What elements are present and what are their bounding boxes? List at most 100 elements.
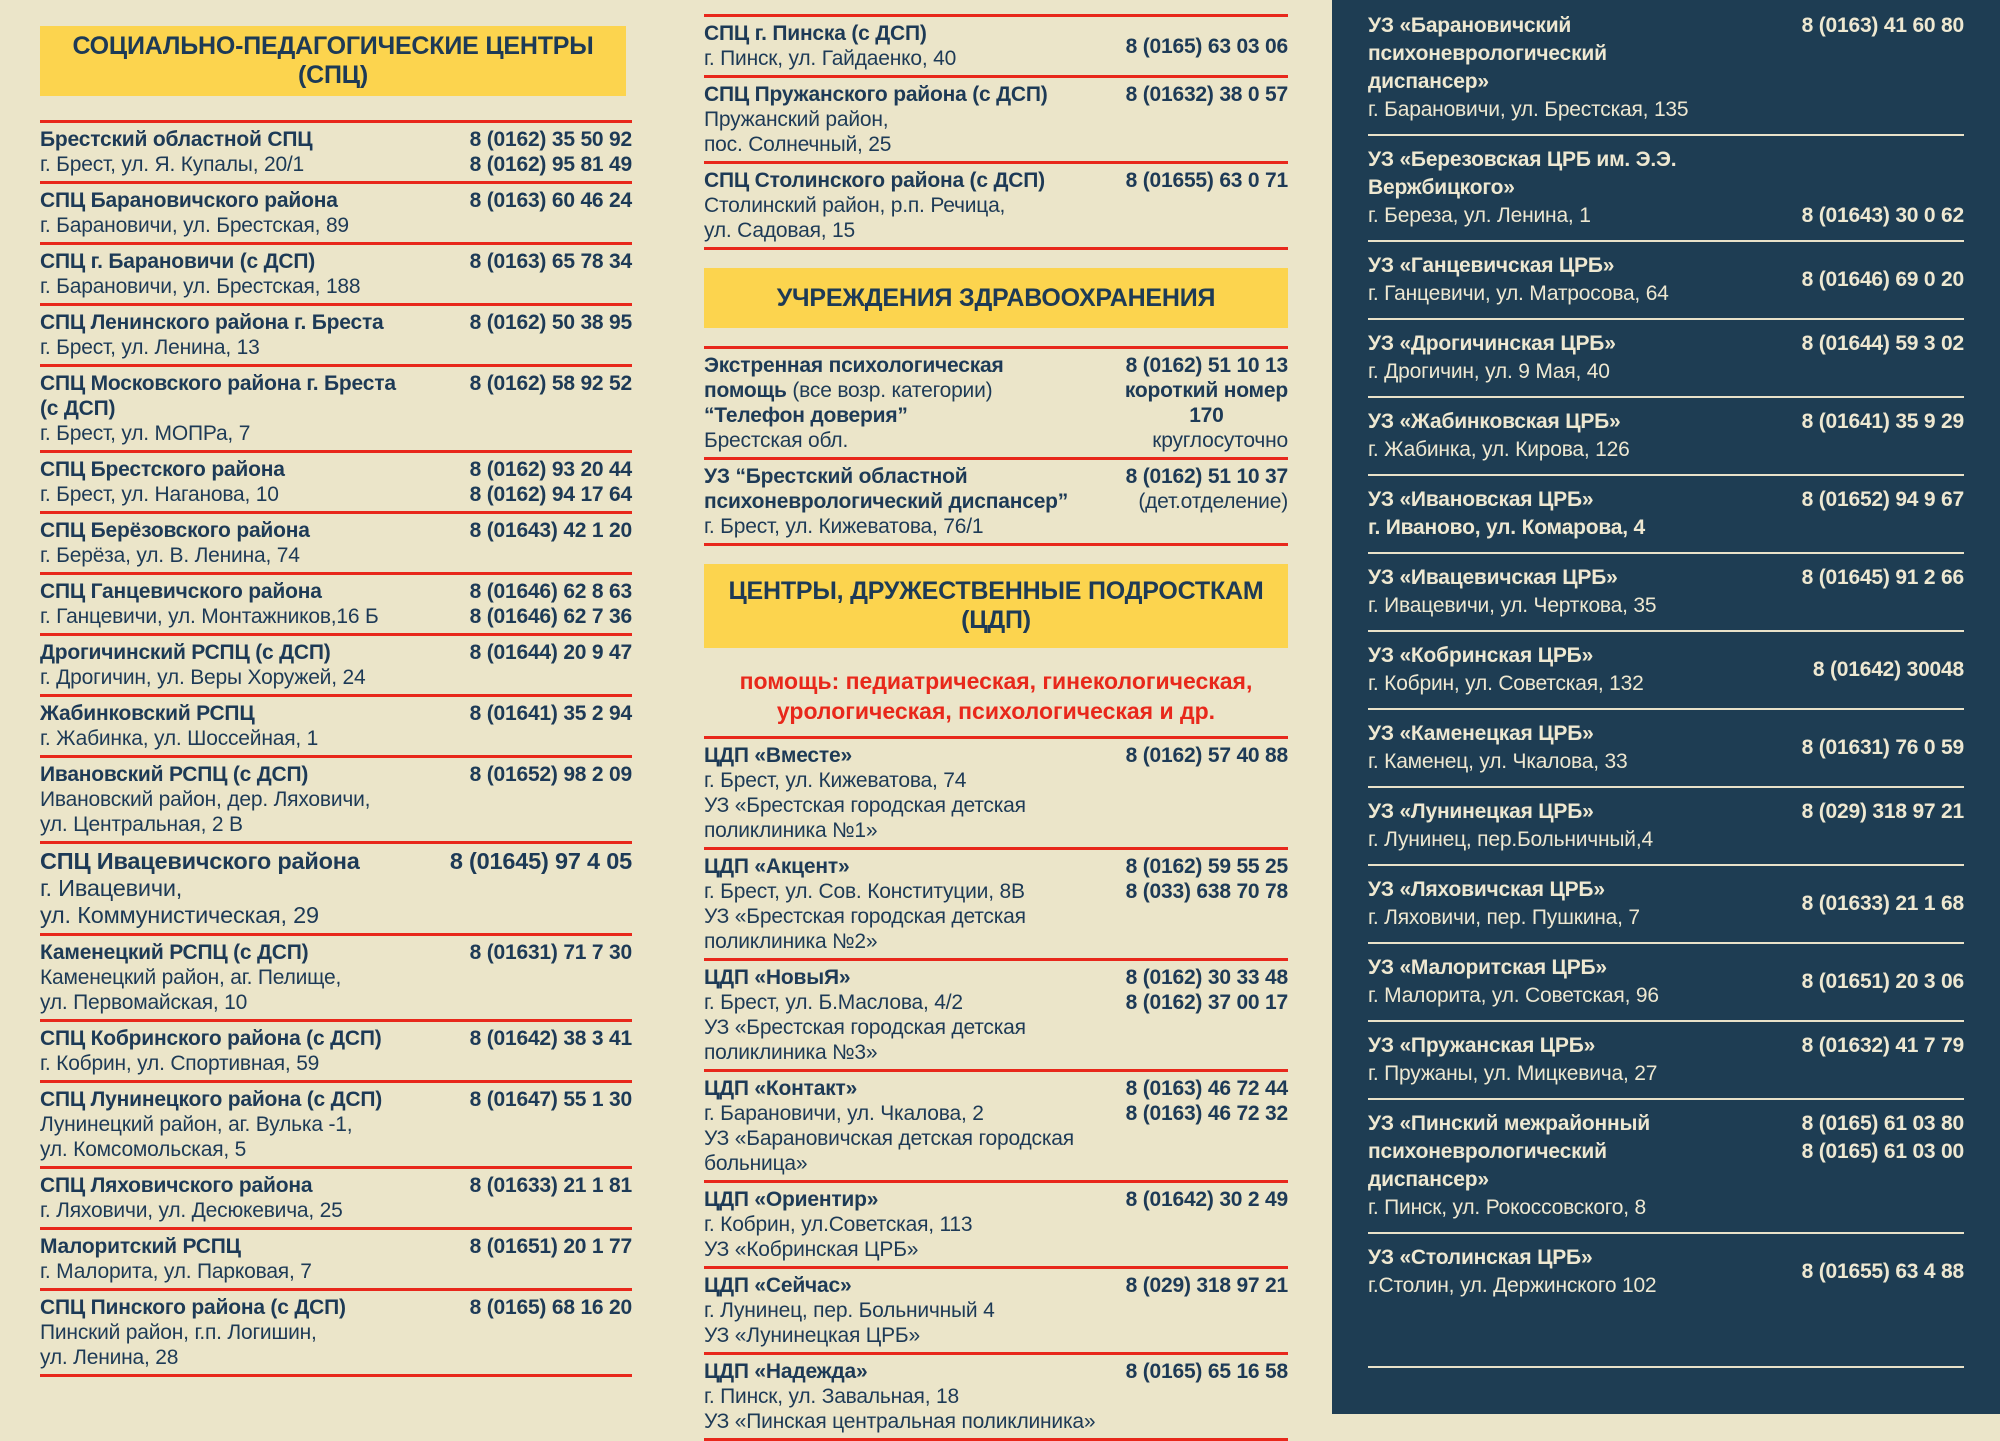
entry-line: г. Пинск, ул. Гайдаенко, 40 xyxy=(704,47,957,70)
contact-entry: УЗ «Ганцевичская ЦРБ» г. Ганцевичи, ул. М… xyxy=(1368,242,1964,318)
contact-entry: УЗ «Ивановская ЦРБ» г. Иваново, ул. Комар… xyxy=(1368,476,1964,552)
contact-entry: СПЦ Столинского района (с ДСП) Столинский… xyxy=(704,164,1288,247)
entry-line: СПЦ Лунинецкого района (с ДСП) xyxy=(40,1088,383,1111)
contact-entry: ЦДП «Акцент» г. Брест, ул. Сов. Конституц… xyxy=(704,850,1288,958)
phone-number: 8 (01652) 94 9 67 xyxy=(1801,488,1965,511)
entry-line: Экстренная психологическая xyxy=(704,354,1004,377)
entry-line: г. Ивацевичи, xyxy=(40,875,183,901)
entry-phones: 8 (01643) 42 1 20 xyxy=(469,518,633,568)
entry-line: УЗ «Пинский межрайонный xyxy=(1368,1112,1650,1135)
entry-line: г. Барановичи, ул. Брестская, 89 xyxy=(40,214,349,237)
divider-line xyxy=(1368,134,1964,136)
divider-line xyxy=(40,933,632,936)
entry-line: г. Малорита, ул. Советская, 96 xyxy=(1368,984,1659,1007)
entry-line: СПЦ Ленинского района г. Бреста xyxy=(40,311,384,334)
entry-text: УЗ «Березовская ЦРБ им. Э.Э. Вержбицкого… xyxy=(1368,146,1788,230)
entry-line: СПЦ Барановичского района xyxy=(40,189,338,212)
entry-phones: 8 (01651) 20 1 77 xyxy=(469,1234,633,1284)
entry-line: СПЦ Столинского района (с ДСП) xyxy=(704,169,1045,192)
entry-line: ЦДП «Акцент» xyxy=(704,855,850,878)
phone-number: 8 (0162) 93 20 44 xyxy=(469,458,633,481)
divider-line xyxy=(40,841,632,844)
entry-line: Каменецкий район, аг. Пелище, xyxy=(40,966,342,989)
entry-line: г. Брест, ул. Кижеватова, 74 xyxy=(704,769,967,792)
phone-number: (дет.отделение) xyxy=(1138,490,1288,513)
contact-entry: СПЦ Ляховичского района г. Ляховичи, ул. … xyxy=(40,1169,632,1227)
entry-phones: 8 (01643) 30 0 62 xyxy=(1801,202,1965,230)
entry-line: г. Дрогичин, ул. Веры Хоружей, 24 xyxy=(40,666,366,689)
divider-line xyxy=(704,1352,1288,1355)
phone-number: 8 (0163) 60 46 24 xyxy=(469,189,633,212)
entry-phones: 8 (01641) 35 2 94 xyxy=(470,701,633,751)
entry-line: г. Кобрин, ул. Советская, 132 xyxy=(1368,672,1644,695)
divider-line xyxy=(1368,318,1964,320)
phone-number: 8 (0165) 65 16 58 xyxy=(1125,1360,1289,1383)
contact-entry: ЦДП «Контакт» г. Барановичи, ул. Чкалова,… xyxy=(704,1072,1288,1180)
entry-line: ул. Садовая, 15 xyxy=(704,219,855,242)
entry-line: СПЦ Пружанского района (с ДСП) xyxy=(704,83,1048,106)
phone-number: 8 (01655) 63 0 71 xyxy=(1125,169,1289,192)
entry-line: ЦДП «Ориентир» xyxy=(704,1188,879,1211)
entry-phones: 8 (0163) 41 60 80 xyxy=(1802,12,1965,124)
entry-line: УЗ «Лунинецкая ЦРБ» xyxy=(1368,800,1594,823)
entry-line: ул. Первомайская, 10 xyxy=(40,991,248,1014)
contact-entry: Экстренная психологическая помощь (все во… xyxy=(704,349,1288,457)
phone-number: 8 (01643) 30 0 62 xyxy=(1801,204,1965,227)
contact-entry: УЗ «Барановичский психоневрологический дис… xyxy=(1368,2,1964,134)
entry-phones: 8 (029) 318 97 21 xyxy=(1802,798,1965,854)
entry-line: г. Лунинец, пер.Больничный,4 xyxy=(1368,828,1653,851)
entry-text: Малоритский РСПЦ г. Малорита, ул. Паркова… xyxy=(40,1234,456,1284)
entry-phones: 8 (01631) 76 0 59 xyxy=(1802,734,1965,762)
entry-text: СПЦ Московского района г. Бреста (с ДСП) г… xyxy=(40,371,456,446)
entry-text: ЦДП «Сейчас» г. Лунинец, пер. Больничный … xyxy=(704,1273,1112,1348)
entry-line: г. Лунинец, пер. Больничный 4 xyxy=(704,1299,995,1322)
entry-text: СПЦ Барановичского района г. Барановичи, … xyxy=(40,188,456,238)
entry-phones: 8 (01646) 69 0 20 xyxy=(1802,266,1965,294)
entry-phones: 8 (01652) 98 2 09 xyxy=(470,762,633,837)
entries-list: Экстренная психологическая помощь (все во… xyxy=(704,346,1288,546)
entry-line: г. Берёза, ул. В. Ленина, 74 xyxy=(40,544,300,567)
entry-text: СПЦ Ленинского района г. Бреста г. Брест,… xyxy=(40,310,456,360)
entry-line: Малоритский РСПЦ xyxy=(40,1235,241,1258)
contact-entry: СПЦ Лунинецкого района (с ДСП) Лунинецкий… xyxy=(40,1083,632,1166)
entry-phones: 8 (01633) 21 1 68 xyxy=(1802,890,1965,918)
entry-text: СПЦ Пружанского района (с ДСП) Пружанский… xyxy=(704,82,1112,157)
phone-number: 8 (0165) 68 16 20 xyxy=(469,1296,633,1319)
column-health-and-cdp: СПЦ г. Пинска (с ДСП) г. Пинск, ул. Гайда… xyxy=(660,0,1332,1441)
entry-line: г. Брест, ул. Ленина, 13 xyxy=(40,336,260,359)
entry-phones: 8 (01645) 97 4 05 xyxy=(450,848,632,929)
phone-number: 8 (01643) 42 1 20 xyxy=(469,519,633,542)
entry-line: СПЦ Кобринского района (с ДСП) xyxy=(40,1027,382,1050)
entry-line: “Телефон доверия” xyxy=(704,404,908,427)
cdp-services-note-line: урологическая, психологическая и др. xyxy=(776,698,1216,724)
divider-line xyxy=(40,511,632,514)
phone-number: 8 (01651) 20 1 77 xyxy=(469,1235,633,1258)
section-title: УЧРЕЖДЕНИЯ ЗДРАВООХРАНЕНИЯ xyxy=(776,283,1216,312)
cdp-services-note: помощь: педиатрическая, гинекологическая… xyxy=(704,666,1288,726)
entry-line: г. Дрогичин, ул. 9 Мая, 40 xyxy=(1368,360,1610,383)
divider-line xyxy=(40,1374,632,1377)
entry-text: Ивановский РСПЦ (с ДСП) Ивановский район,… xyxy=(40,762,456,837)
entry-line: ЦДП «Вместе» xyxy=(704,744,852,767)
phone-number: 8 (01646) 62 8 63 xyxy=(469,580,633,603)
contact-entry: УЗ «Лунинецкая ЦРБ» г. Лунинец, пер.Больн… xyxy=(1368,788,1964,864)
entry-text: ЦДП «Контакт» г. Барановичи, ул. Чкалова,… xyxy=(704,1076,1112,1176)
entry-phones: 8 (01644) 59 3 02 xyxy=(1802,330,1965,386)
entries-list: СПЦ г. Пинска (с ДСП) г. Пинск, ул. Гайда… xyxy=(704,0,1288,250)
divider-line xyxy=(1368,1020,1964,1022)
contact-entry: СПЦ Ганцевичского района г. Ганцевичи, ул… xyxy=(40,575,632,633)
contact-entry: СПЦ Берёзовского района г. Берёза, ул. В.… xyxy=(40,514,632,572)
divider-line xyxy=(704,161,1288,164)
entry-text: СПЦ г. Пинска (с ДСП) г. Пинск, ул. Гайда… xyxy=(704,21,1112,71)
entry-line: г. Ляховичи, ул. Десюкевича, 25 xyxy=(40,1199,343,1222)
column-spc: СОЦИАЛЬНО-ПЕДАГОГИЧЕСКИЕ ЦЕНТРЫ (СПЦ) Бр… xyxy=(0,0,660,1414)
phone-number: 170 xyxy=(1189,404,1224,427)
entry-line: СПЦ Ляховичского района xyxy=(40,1174,313,1197)
entry-phones: 8 (01651) 20 3 06 xyxy=(1802,968,1965,996)
phone-number: 8 (0162) 37 00 17 xyxy=(1125,991,1289,1014)
divider-line xyxy=(40,1288,632,1291)
entry-text: УЗ “Брестский областной психоневрологичес… xyxy=(704,464,1112,539)
divider-line xyxy=(1368,630,1964,632)
entry-phones: 8 (01644) 20 9 47 xyxy=(470,640,633,690)
entry-text: СПЦ Пинского района (с ДСП) Пинский район… xyxy=(40,1295,456,1370)
